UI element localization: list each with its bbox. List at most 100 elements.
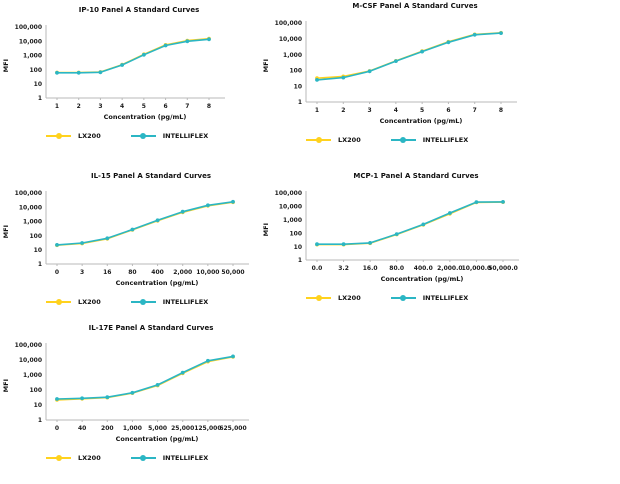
svg-text:80.0: 80.0: [389, 265, 404, 272]
svg-text:0.0: 0.0: [312, 265, 323, 272]
svg-text:4: 4: [394, 107, 398, 114]
svg-text:7: 7: [185, 103, 189, 110]
x-axis-title: Concentration (pg/mL): [379, 117, 463, 125]
svg-text:100: 100: [289, 68, 302, 75]
legend-label-intelliflex: INTELLIFLEX: [162, 132, 209, 140]
svg-text:400.0: 400.0: [414, 265, 433, 272]
svg-text:1: 1: [55, 103, 59, 110]
lx200-marker-icon: [315, 137, 322, 143]
intelliflex-marker-icon: [400, 137, 407, 143]
legend-item-intelliflex: INTELLIFLEX: [130, 132, 209, 140]
chart-title: IL-15 Panel A Standard Curves: [90, 172, 211, 180]
intelliflex-marker-icon: [140, 133, 147, 139]
legend-item-lx200: LX200: [306, 294, 361, 302]
legend-item-lx200: LX200: [306, 136, 361, 144]
chart-mcp1: MCP-1 Panel A Standard Curves MFI 1 10 100…: [262, 172, 546, 302]
legend-item-lx200: LX200: [46, 132, 101, 140]
chart-title: IL-17E Panel A Standard Curves: [88, 324, 214, 332]
svg-text:8: 8: [207, 103, 211, 110]
plot-area-mcp1: 1 10 100 1,000 10,000 100,000 0.0 3.2 16.0 80.0 40…: [275, 190, 519, 272]
intelliflex-marker-icon: [140, 455, 147, 461]
svg-text:0: 0: [55, 425, 59, 432]
svg-text:1,000: 1,000: [23, 219, 42, 226]
lx200-line-swatch: [46, 455, 71, 461]
svg-text:5,000: 5,000: [148, 425, 167, 432]
intelliflex-marker-icon: [140, 299, 147, 305]
chart-title: MCP-1 Panel A Standard Curves: [353, 172, 479, 180]
svg-text:10: 10: [34, 81, 42, 88]
svg-text:100: 100: [29, 67, 42, 74]
svg-text:3: 3: [98, 103, 102, 110]
svg-text:100: 100: [289, 230, 302, 237]
svg-text:10: 10: [34, 247, 42, 254]
svg-text:0: 0: [55, 269, 59, 276]
svg-text:1,000: 1,000: [123, 425, 142, 432]
svg-text:100,000: 100,000: [15, 24, 42, 31]
lx200-marker-icon: [55, 133, 62, 139]
legend-item-intelliflex: INTELLIFLEX: [390, 136, 469, 144]
y-axis-title: MFI: [2, 379, 10, 393]
legend-label-lx200: LX200: [78, 454, 101, 462]
svg-text:400: 400: [151, 269, 164, 276]
svg-text:6: 6: [163, 103, 167, 110]
svg-text:10: 10: [294, 244, 302, 251]
svg-text:100,000: 100,000: [275, 20, 302, 27]
svg-text:3: 3: [367, 107, 371, 114]
svg-text:100,000: 100,000: [15, 342, 42, 349]
svg-text:1: 1: [38, 417, 42, 424]
y-axis-title: MFI: [2, 59, 10, 73]
lx200-marker-icon: [55, 299, 62, 305]
legend-label-lx200: LX200: [338, 136, 361, 144]
legend: LX200 INTELLIFLEX: [2, 132, 252, 140]
x-axis-title: Concentration (pg/mL): [115, 435, 199, 443]
svg-text:1,000: 1,000: [23, 53, 42, 60]
plot-area-ip10: 1 10 100 1,000 10,000 100,000 1 2 3 4 5 6 7 8: [15, 24, 225, 110]
svg-text:1: 1: [38, 261, 42, 268]
svg-text:80: 80: [128, 269, 136, 276]
chart-mcsf: M-CSF Panel A Standard Curves MFI 1 10 100…: [262, 2, 544, 144]
svg-text:100: 100: [29, 387, 42, 394]
lx200-line-swatch: [46, 299, 71, 305]
svg-text:40: 40: [78, 425, 86, 432]
svg-text:50,000.0: 50,000.0: [488, 265, 518, 272]
intelliflex-line-swatch: [130, 455, 156, 461]
intelliflex-line-swatch: [130, 133, 156, 139]
plot-area-mcsf: 1 10 100 1,000 10,000 100,000 1 2 3 4 5 6 7 8: [275, 20, 517, 114]
x-axis-title: Concentration (pg/mL): [103, 113, 187, 121]
y-axis-title: MFI: [2, 225, 10, 239]
svg-text:100,000: 100,000: [275, 190, 302, 197]
lx200-line-swatch: [306, 295, 331, 301]
svg-text:10,000.0: 10,000.0: [462, 265, 492, 272]
svg-text:10,000: 10,000: [196, 269, 219, 276]
svg-text:6: 6: [446, 107, 450, 114]
svg-text:200: 200: [101, 425, 114, 432]
y-axis-title: MFI: [262, 223, 270, 237]
svg-text:10: 10: [34, 402, 42, 409]
svg-text:7: 7: [473, 107, 477, 114]
legend-label-intelliflex: INTELLIFLEX: [162, 298, 209, 306]
plot-area-il17e: 1 10 100 1,000 10,000 100,000 0 40 200 1,000 5,000…: [15, 342, 249, 432]
svg-text:8: 8: [499, 107, 503, 114]
svg-text:25,000: 25,000: [171, 425, 194, 432]
legend-label-intelliflex: INTELLIFLEX: [422, 136, 469, 144]
svg-text:10,000: 10,000: [19, 38, 42, 45]
y-axis-title: MFI: [262, 59, 270, 73]
svg-text:100,000: 100,000: [15, 190, 42, 197]
svg-text:3.2: 3.2: [338, 265, 349, 272]
svg-text:125,000: 125,000: [194, 425, 221, 432]
svg-text:1: 1: [298, 257, 302, 264]
svg-text:1,000: 1,000: [283, 217, 302, 224]
chart-title: IP-10 Panel A Standard Curves: [78, 6, 200, 14]
svg-text:625,000: 625,000: [219, 425, 246, 432]
legend: LX200 INTELLIFLEX: [2, 298, 276, 306]
legend: LX200 INTELLIFLEX: [262, 136, 544, 144]
legend-item-intelliflex: INTELLIFLEX: [390, 294, 468, 302]
intelliflex-line-swatch: [130, 299, 156, 305]
legend-label-lx200: LX200: [338, 294, 361, 302]
lx200-line-swatch: [46, 133, 71, 139]
svg-text:16.0: 16.0: [363, 265, 378, 272]
svg-text:16: 16: [103, 269, 111, 276]
svg-text:10,000: 10,000: [279, 204, 302, 211]
legend-item-intelliflex: INTELLIFLEX: [130, 298, 209, 306]
